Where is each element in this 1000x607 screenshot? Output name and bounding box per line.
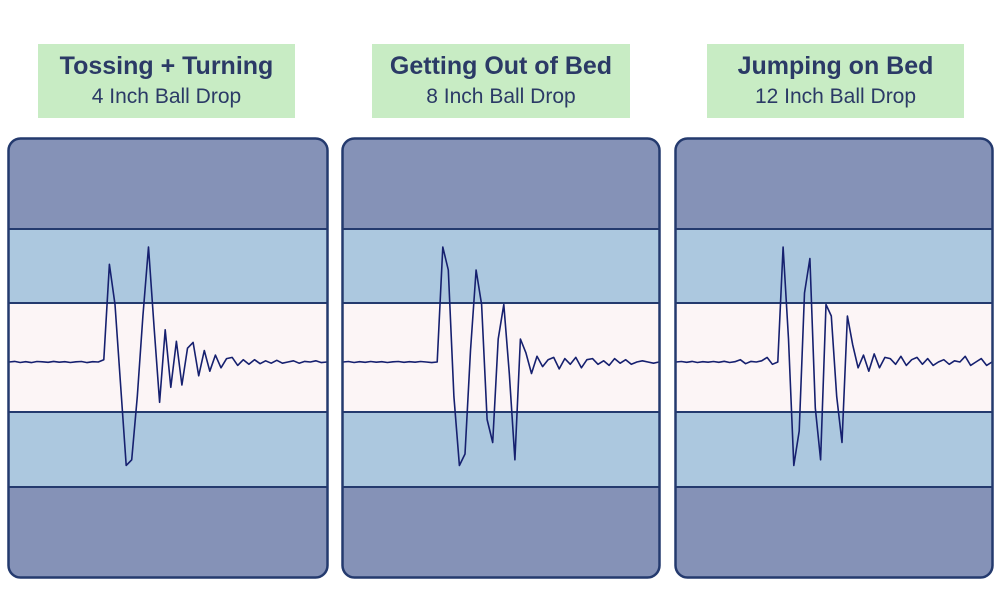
- chart-svg: [341, 137, 661, 579]
- panel-tossing-turning: [7, 137, 329, 579]
- panel-border: [341, 137, 661, 579]
- chart-subtitle: 8 Inch Ball Drop: [426, 85, 576, 108]
- panel-jumping-on-bed: [674, 137, 994, 579]
- chart-title: Jumping on Bed: [737, 52, 934, 80]
- label-jumping-on-bed: Jumping on Bed 12 Inch Ball Drop: [707, 44, 964, 118]
- vibration-trace: [8, 246, 328, 467]
- chart-title: Tossing + Turning: [59, 52, 274, 80]
- vibration-trace: [675, 246, 993, 467]
- chart-subtitle: 12 Inch Ball Drop: [754, 85, 917, 108]
- label-getting-out-of-bed: Getting Out of Bed 8 Inch Ball Drop: [372, 44, 630, 118]
- chart-svg: [674, 137, 994, 579]
- panel-getting-out-of-bed: [341, 137, 661, 579]
- panel-border: [674, 137, 994, 579]
- chart-subtitle: 4 Inch Ball Drop: [91, 85, 242, 108]
- chart-svg: [7, 137, 329, 579]
- vibration-trace: [342, 246, 660, 467]
- chart-title: Getting Out of Bed: [389, 52, 613, 80]
- panel-border: [7, 137, 329, 579]
- label-tossing-turning: Tossing + Turning 4 Inch Ball Drop: [38, 44, 295, 118]
